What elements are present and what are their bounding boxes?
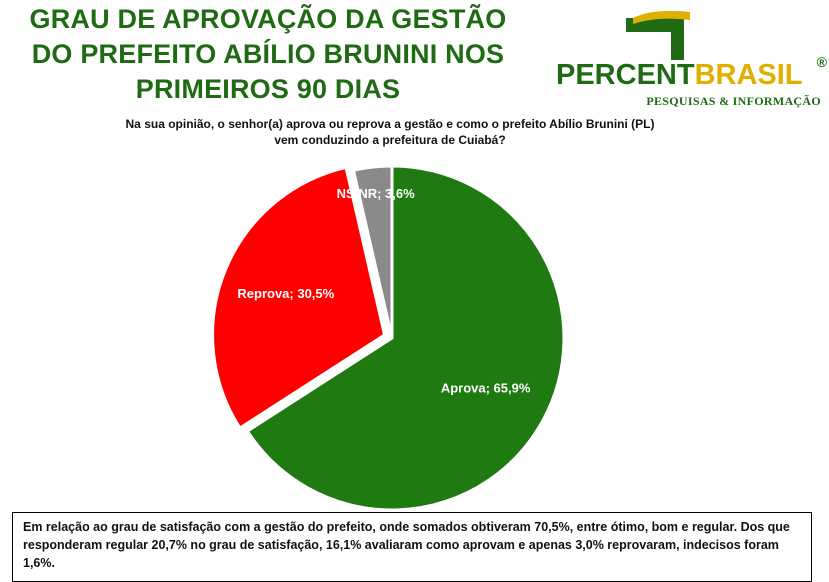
survey-question: Na sua opinião, o senhor(a) aprova ou re… bbox=[90, 116, 690, 148]
footer-note: Em relação ao grau de satisfação com a g… bbox=[12, 512, 812, 582]
pie-label-reprova: Reprova; 30,5% bbox=[237, 286, 334, 301]
pie-label-aprova: Aprova; 65,9% bbox=[441, 381, 531, 396]
logo-subtitle: PESQUISAS & INFORMAÇÃO bbox=[646, 94, 821, 108]
question-line-2: vem conduzindo a prefeitura de Cuiabá? bbox=[274, 133, 506, 147]
logo-word-brasil: BRASIL bbox=[694, 59, 803, 91]
chart-title: GRAU DE APROVAÇÃO DA GESTÃO DO PREFEITO … bbox=[18, 2, 518, 107]
pie-slice-aprova bbox=[245, 164, 566, 512]
title-line-2: DO PREFEITO ABÍLIO BRUNINI NOS bbox=[31, 39, 505, 69]
pie-label-ns-nr: NS/NR; 3,6% bbox=[337, 186, 415, 201]
title-line-1: GRAU DE APROVAÇÃO DA GESTÃO bbox=[29, 4, 507, 34]
question-line-1: Na sua opinião, o senhor(a) aprova ou re… bbox=[125, 117, 655, 131]
percentbrasil-logo: PERCENTBRASIL ® PESQUISAS & INFORMAÇÃO bbox=[548, 6, 829, 112]
title-line-3: PRIMEIROS 90 DIAS bbox=[135, 74, 401, 104]
logo-word-percent: PERCENT bbox=[556, 59, 695, 91]
footer-text: Em relação ao grau de satisfação com a g… bbox=[23, 520, 790, 570]
logo-registered-mark: ® bbox=[816, 54, 827, 70]
pie-slice-ns-nr bbox=[351, 164, 394, 339]
logo-wordmark: PERCENTBRASIL bbox=[556, 60, 803, 90]
pie-chart: Aprova; 65,9% Reprova; 30,5% NS/NR; 3,6% bbox=[211, 164, 566, 512]
pie-slice-reprova bbox=[211, 165, 387, 431]
logo-flag-icon bbox=[613, 10, 690, 60]
